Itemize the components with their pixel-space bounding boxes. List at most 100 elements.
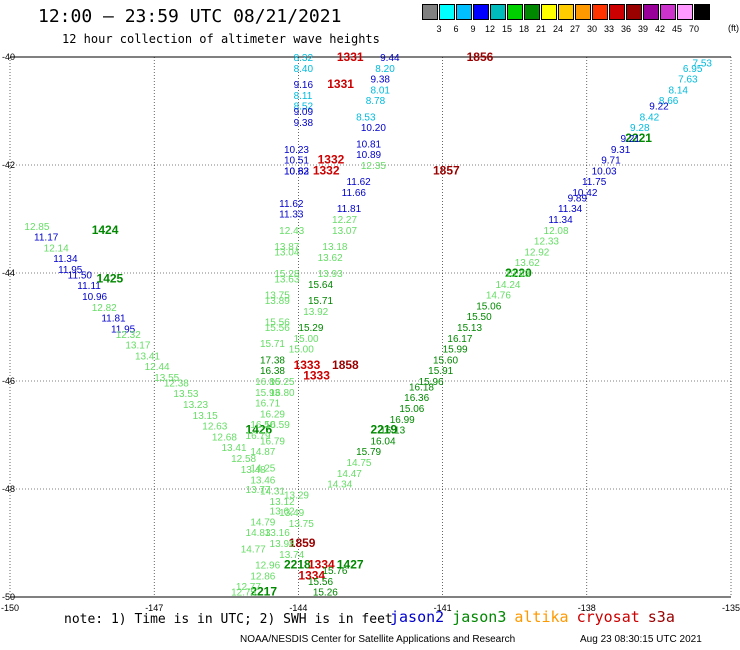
wave-height-label: 16.13 bbox=[380, 426, 405, 437]
wave-height-label: 12.33 bbox=[534, 237, 559, 248]
wave-height-label: 15.60 bbox=[433, 355, 458, 366]
wave-height-label: 15.00 bbox=[294, 334, 319, 345]
wave-height-label: 16.18 bbox=[409, 382, 434, 393]
wave-height-label: 12.85 bbox=[24, 222, 49, 233]
wave-height-label: 13.55 bbox=[154, 373, 179, 384]
wave-height-label: 9.09 bbox=[294, 107, 314, 118]
wave-height-label: 7.53 bbox=[693, 58, 713, 69]
wave-height-label: 16.36 bbox=[404, 393, 429, 404]
wave-height-label: 13.62 bbox=[270, 507, 295, 518]
scale-swatch bbox=[609, 4, 625, 20]
wave-height-label: 13.63 bbox=[274, 274, 299, 285]
wave-height-label: 13.04 bbox=[274, 247, 299, 258]
wave-height-label: 14.87 bbox=[250, 447, 275, 458]
wave-height-label: 9.89 bbox=[568, 193, 588, 204]
wave-height-label: 7.63 bbox=[678, 75, 698, 86]
wave-height-label: 14.76 bbox=[486, 291, 511, 302]
wave-height-label: 14.83 bbox=[246, 528, 271, 539]
scale-swatch bbox=[626, 4, 642, 20]
wave-height-label: 15.71 bbox=[308, 296, 333, 307]
scale-unit: (ft) bbox=[728, 23, 739, 33]
credit-text: NOAA/NESDIS Center for Satellite Applica… bbox=[240, 634, 516, 645]
track-time-label: 1331 bbox=[327, 77, 354, 91]
legend-cryosat: cryosat bbox=[576, 608, 640, 626]
wave-height-label: 12.82 bbox=[92, 303, 117, 314]
scale-label: 6 bbox=[453, 24, 459, 34]
wave-height-label: 8.66 bbox=[659, 96, 679, 107]
scale-label: 9 bbox=[470, 24, 476, 34]
wave-height-label: 9.28 bbox=[630, 123, 650, 134]
scale-label: 33 bbox=[603, 24, 614, 34]
wave-height-label: 13.49 bbox=[279, 508, 304, 519]
wave-height-label: 11.95 bbox=[111, 324, 136, 335]
wave-height-label: 15.76 bbox=[322, 566, 347, 577]
wave-height-label: 13.07 bbox=[332, 226, 357, 237]
wave-height-label: 10.51 bbox=[284, 156, 309, 167]
track-time-label: 1333 bbox=[303, 369, 330, 383]
wave-height-label: 12.92 bbox=[524, 247, 549, 258]
wave-height-label: 13.18 bbox=[322, 242, 347, 253]
lon-tick-label: -141 bbox=[434, 603, 452, 613]
wave-height-label: 13.75 bbox=[265, 291, 290, 302]
scale-swatch bbox=[439, 4, 455, 20]
wave-height-label: 11.81 bbox=[337, 204, 362, 215]
wave-height-label: 15.06 bbox=[476, 301, 501, 312]
track-time-label: 1856 bbox=[467, 50, 494, 64]
wave-height-label: 8.01 bbox=[371, 85, 391, 96]
track-time-label: 1859 bbox=[289, 536, 316, 550]
wave-height-label: 15.64 bbox=[308, 280, 333, 291]
wave-height-label: 15.25 bbox=[270, 377, 295, 388]
wave-height-label: 8.52 bbox=[294, 102, 314, 113]
wave-height-label: 16.86 bbox=[255, 377, 280, 388]
wave-height-label: 12.68 bbox=[212, 432, 237, 443]
wave-height-label: 10.20 bbox=[361, 123, 386, 134]
page-subtitle: 12 hour collection of altimeter wave hei… bbox=[62, 32, 380, 46]
wave-height-label: 15.00 bbox=[289, 345, 314, 356]
lat-tick-label: -44 bbox=[2, 268, 15, 278]
wave-height-label: 12.27 bbox=[332, 215, 357, 226]
wave-height-label: 9.38 bbox=[371, 75, 391, 86]
wave-height-label: 14.47 bbox=[337, 469, 362, 480]
wave-height-label: 15.26 bbox=[313, 588, 338, 599]
scale-label: 18 bbox=[518, 24, 529, 34]
wave-height-label: 12.38 bbox=[164, 378, 189, 389]
wave-height-label: 15.56 bbox=[265, 318, 290, 329]
wave-height-label: 10.23 bbox=[284, 145, 309, 156]
legend-jason3: jason3 bbox=[452, 608, 507, 626]
scale-swatch bbox=[558, 4, 574, 20]
track-time-label: 1427 bbox=[337, 558, 364, 572]
wave-height-label: 15.06 bbox=[399, 404, 424, 415]
wave-height-label: 11.11 bbox=[77, 281, 101, 292]
wave-height-label: 13.62 bbox=[318, 253, 343, 264]
scale-swatch bbox=[643, 4, 659, 20]
track-time-label: 1426 bbox=[246, 423, 273, 437]
wave-height-label: 15.56 bbox=[265, 323, 290, 334]
wave-height-label: 12.14 bbox=[44, 243, 69, 254]
wave-height-label: 13.15 bbox=[193, 411, 218, 422]
wave-height-label: 9.44 bbox=[380, 53, 400, 64]
wave-height-label: 16.17 bbox=[447, 334, 472, 345]
wave-height-label: 15.56 bbox=[308, 577, 333, 588]
wave-height-label: 11.62 bbox=[346, 177, 371, 188]
wave-height-label: 10.89 bbox=[356, 150, 381, 161]
wave-height-label: 12.43 bbox=[279, 226, 304, 237]
scale-label: 42 bbox=[654, 24, 665, 34]
wave-height-label: 15.99 bbox=[443, 345, 468, 356]
legend-jason2: jason2 bbox=[390, 608, 445, 626]
scale-swatch bbox=[694, 4, 710, 20]
wave-height-label: 13.23 bbox=[183, 400, 208, 411]
wave-height-label: 8.40 bbox=[294, 64, 314, 75]
wave-height-label: 16.38 bbox=[260, 366, 285, 377]
wave-height-label: 9.22 bbox=[649, 102, 669, 113]
scale-label: 36 bbox=[620, 24, 631, 34]
wave-height-label: 15.79 bbox=[356, 447, 381, 458]
wave-height-label: 12.32 bbox=[116, 330, 141, 341]
track-time-label: 2221 bbox=[625, 131, 652, 145]
wave-height-label: 14.24 bbox=[495, 280, 520, 291]
wave-height-label: 13.16 bbox=[265, 528, 290, 539]
track-time-label: 1857 bbox=[433, 163, 460, 177]
track-time-label: 2217 bbox=[250, 585, 277, 599]
wave-height-label: 12.86 bbox=[250, 571, 275, 582]
wave-height-label: 10.81 bbox=[356, 139, 381, 150]
scale-label: 27 bbox=[569, 24, 580, 34]
